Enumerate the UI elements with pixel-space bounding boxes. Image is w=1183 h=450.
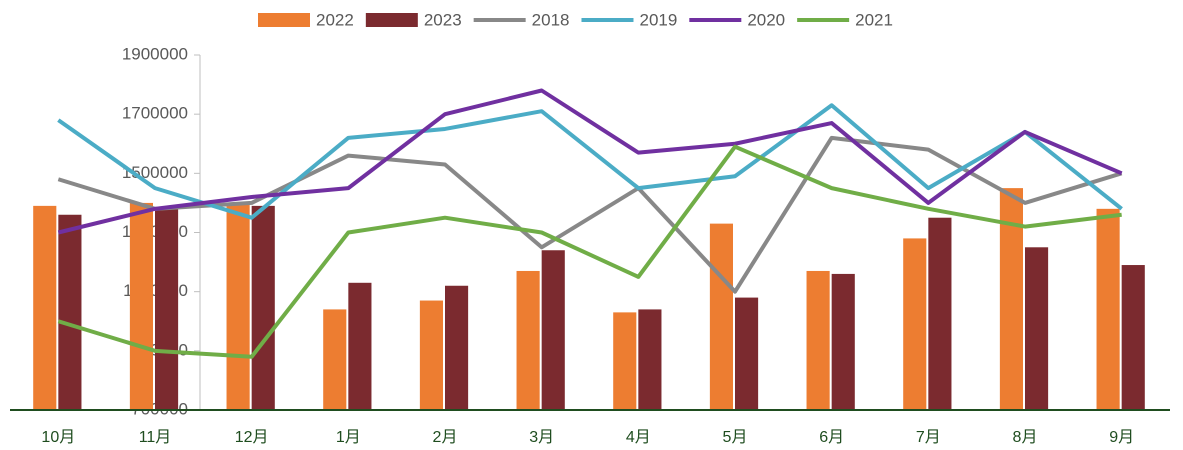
legend-label: 2018 xyxy=(532,10,570,29)
line-series xyxy=(57,135,1123,294)
bar xyxy=(516,270,540,410)
legend-swatch xyxy=(365,13,418,27)
bar xyxy=(735,297,759,410)
legend-swatch xyxy=(258,13,310,27)
line-series xyxy=(57,103,1123,220)
bar xyxy=(323,309,347,410)
x-tick-label: 12月 xyxy=(235,429,269,446)
bar xyxy=(226,202,250,410)
bar xyxy=(251,205,275,410)
y-tick-label: 1900000 xyxy=(122,44,188,63)
x-tick-label: 5月 xyxy=(723,429,748,446)
bar xyxy=(1096,208,1120,410)
legend-label: 2019 xyxy=(639,10,677,29)
legend-label: 2021 xyxy=(855,10,893,29)
line-series xyxy=(57,88,1123,235)
bar xyxy=(155,208,179,410)
bar xyxy=(1025,247,1049,410)
bar xyxy=(348,282,372,410)
bar xyxy=(903,238,927,410)
x-tick-label: 2月 xyxy=(433,429,458,446)
bar xyxy=(928,217,952,410)
bar xyxy=(33,205,57,410)
bar xyxy=(638,309,662,410)
legend-label: 2020 xyxy=(747,10,785,29)
x-tick-label: 11月 xyxy=(139,429,172,446)
x-tick-label: 4月 xyxy=(626,429,651,446)
legend-label: 2023 xyxy=(424,10,462,29)
x-tick-label: 10月 xyxy=(41,429,75,446)
x-tick-label: 9月 xyxy=(1109,429,1134,446)
x-tick-label: 8月 xyxy=(1013,429,1038,446)
bar xyxy=(129,202,153,410)
x-tick-label: 3月 xyxy=(529,429,554,446)
bar xyxy=(1121,265,1145,410)
bar xyxy=(419,300,443,410)
line-series xyxy=(57,144,1122,359)
bar xyxy=(999,188,1023,410)
bar xyxy=(541,250,565,410)
y-tick-label: 1700000 xyxy=(122,104,188,123)
bar xyxy=(806,270,830,410)
bar xyxy=(831,273,855,410)
bar xyxy=(58,214,82,410)
legend-label: 2022 xyxy=(316,10,354,29)
bar xyxy=(709,223,733,410)
x-tick-label: 1月 xyxy=(336,429,361,446)
x-tick-label: 7月 xyxy=(916,429,941,446)
x-tick-label: 6月 xyxy=(819,429,844,446)
bar xyxy=(445,285,469,410)
bar xyxy=(613,312,637,410)
